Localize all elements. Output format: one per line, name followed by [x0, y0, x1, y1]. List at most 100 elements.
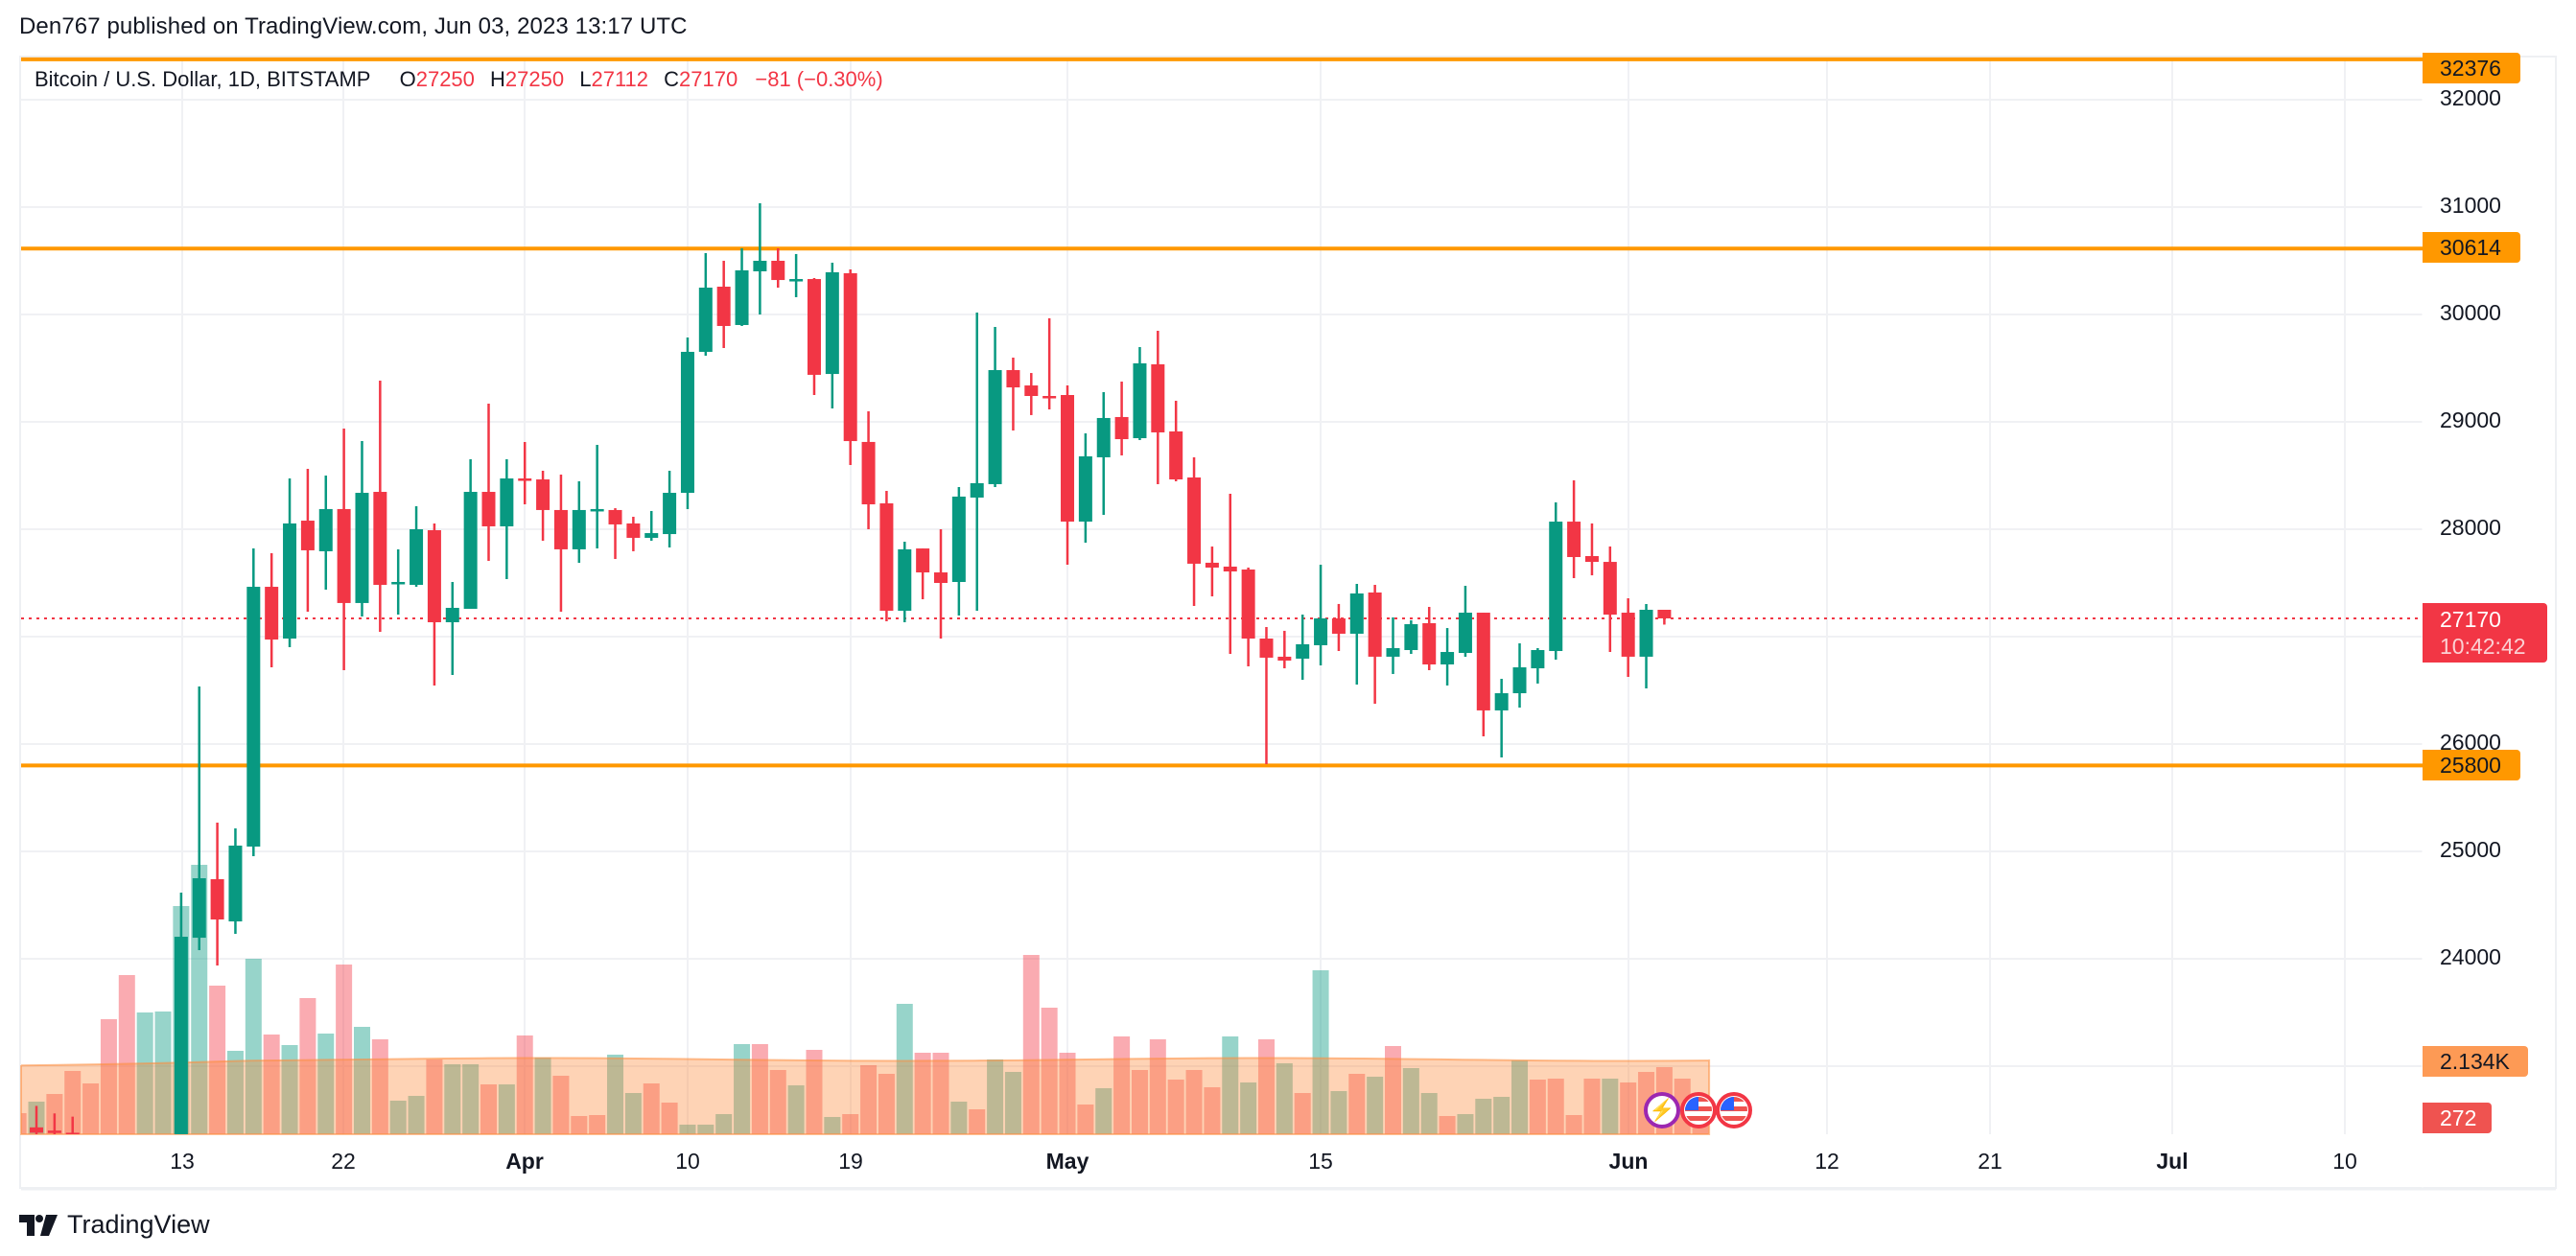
- volume-bar: [1059, 1053, 1076, 1134]
- candle: [916, 548, 930, 573]
- volume-bar: [661, 1103, 678, 1134]
- level-tag-25800[interactable]: 25800: [2423, 750, 2520, 780]
- candle: [1042, 396, 1057, 399]
- close-label: C: [664, 67, 680, 91]
- volume-bar: [624, 1093, 642, 1134]
- volume-bar: [715, 1114, 733, 1134]
- volume-bar: [1131, 1070, 1148, 1134]
- candle: [608, 509, 622, 524]
- candle: [626, 523, 641, 538]
- candle: [337, 508, 351, 603]
- candle: [663, 493, 677, 535]
- candle: [1151, 363, 1165, 432]
- time-label-mar-13: 13: [170, 1149, 195, 1174]
- volume-ma-area: [20, 1057, 1711, 1135]
- candle: [1368, 592, 1382, 657]
- volume-bar: [64, 1071, 82, 1134]
- volume-bar: [136, 1012, 153, 1134]
- us-flag-icon: [1685, 1097, 1712, 1124]
- candle: [65, 1132, 80, 1134]
- candle: [283, 523, 297, 640]
- candle: [228, 845, 243, 922]
- candle: [318, 508, 333, 551]
- candle: [1133, 362, 1147, 439]
- volume-bar: [1385, 1046, 1401, 1134]
- candle: [1584, 556, 1599, 563]
- candle: [753, 261, 767, 271]
- volume-bar: [787, 1085, 805, 1134]
- last-price-value: 27170: [2440, 607, 2501, 632]
- level-tag-30614[interactable]: 30614: [2423, 232, 2520, 263]
- time-label-jun-21: 21: [1978, 1149, 2002, 1174]
- volume-bar: [1439, 1116, 1456, 1134]
- us-flag-event-icon[interactable]: [1680, 1092, 1717, 1128]
- earnings-event-icon[interactable]: ⚡: [1644, 1092, 1680, 1128]
- price-tick-24000: 24000: [2440, 944, 2501, 969]
- symbol-title[interactable]: Bitcoin / U.S. Dollar, 1D, BITSTAMP: [35, 67, 371, 91]
- candle: [1512, 667, 1527, 694]
- candle: [879, 503, 894, 612]
- candle: [789, 279, 804, 282]
- candle: [1114, 416, 1129, 440]
- close-value: 27170: [679, 67, 738, 91]
- candle: [1078, 455, 1092, 523]
- candle: [391, 581, 406, 585]
- candle: [1476, 613, 1490, 710]
- volume-bar: [1149, 1039, 1166, 1134]
- volume-bar: [1185, 1070, 1203, 1134]
- price-tick-25000: 25000: [2440, 837, 2501, 862]
- volume-bar: [245, 959, 262, 1134]
- candle: [373, 492, 387, 586]
- candle: [536, 479, 550, 510]
- level-tag-32376[interactable]: 32376: [2423, 53, 2520, 83]
- lightning-bolt-icon: ⚡: [1649, 1098, 1675, 1122]
- candle: [951, 496, 966, 582]
- volume-ma-tag: 2.134K: [2423, 1046, 2528, 1077]
- volume-bar: [100, 1019, 117, 1134]
- candle: [1404, 624, 1418, 650]
- time-label-may-15: 15: [1308, 1149, 1333, 1174]
- tradingview-mark-icon: [19, 1214, 58, 1236]
- volume-bar: [860, 1065, 878, 1134]
- candle: [825, 271, 839, 375]
- volume-bar: [589, 1115, 606, 1134]
- volume-bar: [1222, 1036, 1239, 1134]
- volume-bar: [480, 1084, 497, 1134]
- volume-bar: [950, 1102, 968, 1134]
- bar-countdown: 10:42:42: [2440, 634, 2526, 659]
- volume-bar: [679, 1125, 696, 1134]
- volume-bar: [1257, 1039, 1275, 1134]
- volume-bar: [571, 1116, 588, 1134]
- us-flag-event-icon-2[interactable]: [1716, 1092, 1752, 1128]
- candle: [1422, 623, 1437, 665]
- candle: [410, 529, 424, 586]
- candle: [47, 1130, 61, 1133]
- volume-bar: [1204, 1087, 1221, 1134]
- volume-bar: [932, 1053, 949, 1134]
- candle: [1314, 617, 1328, 645]
- time-label-mar-22: 22: [331, 1149, 356, 1174]
- candle: [463, 492, 478, 609]
- volume-bar: [1240, 1082, 1257, 1134]
- volume-bar: [1402, 1068, 1419, 1134]
- volume-bar: [1167, 1080, 1184, 1134]
- volume-bar: [769, 1070, 786, 1134]
- volume-bar: [806, 1050, 823, 1134]
- volume-bar: [751, 1044, 768, 1134]
- candle: [518, 478, 532, 481]
- candle: [355, 493, 369, 603]
- time-label-apr-19: 19: [838, 1149, 863, 1174]
- candle: [1349, 593, 1364, 634]
- tradingview-logo[interactable]: TradingView: [19, 1210, 210, 1240]
- volume-bar: [317, 1034, 335, 1134]
- candle: [1386, 647, 1400, 657]
- candle: [1061, 395, 1075, 523]
- candle: [553, 509, 568, 549]
- candle: [644, 533, 659, 538]
- candle: [572, 509, 586, 549]
- candle: [1096, 417, 1111, 457]
- candle: [265, 587, 279, 640]
- tradingview-brand: TradingView: [67, 1210, 210, 1239]
- volume-bar: [896, 1004, 913, 1134]
